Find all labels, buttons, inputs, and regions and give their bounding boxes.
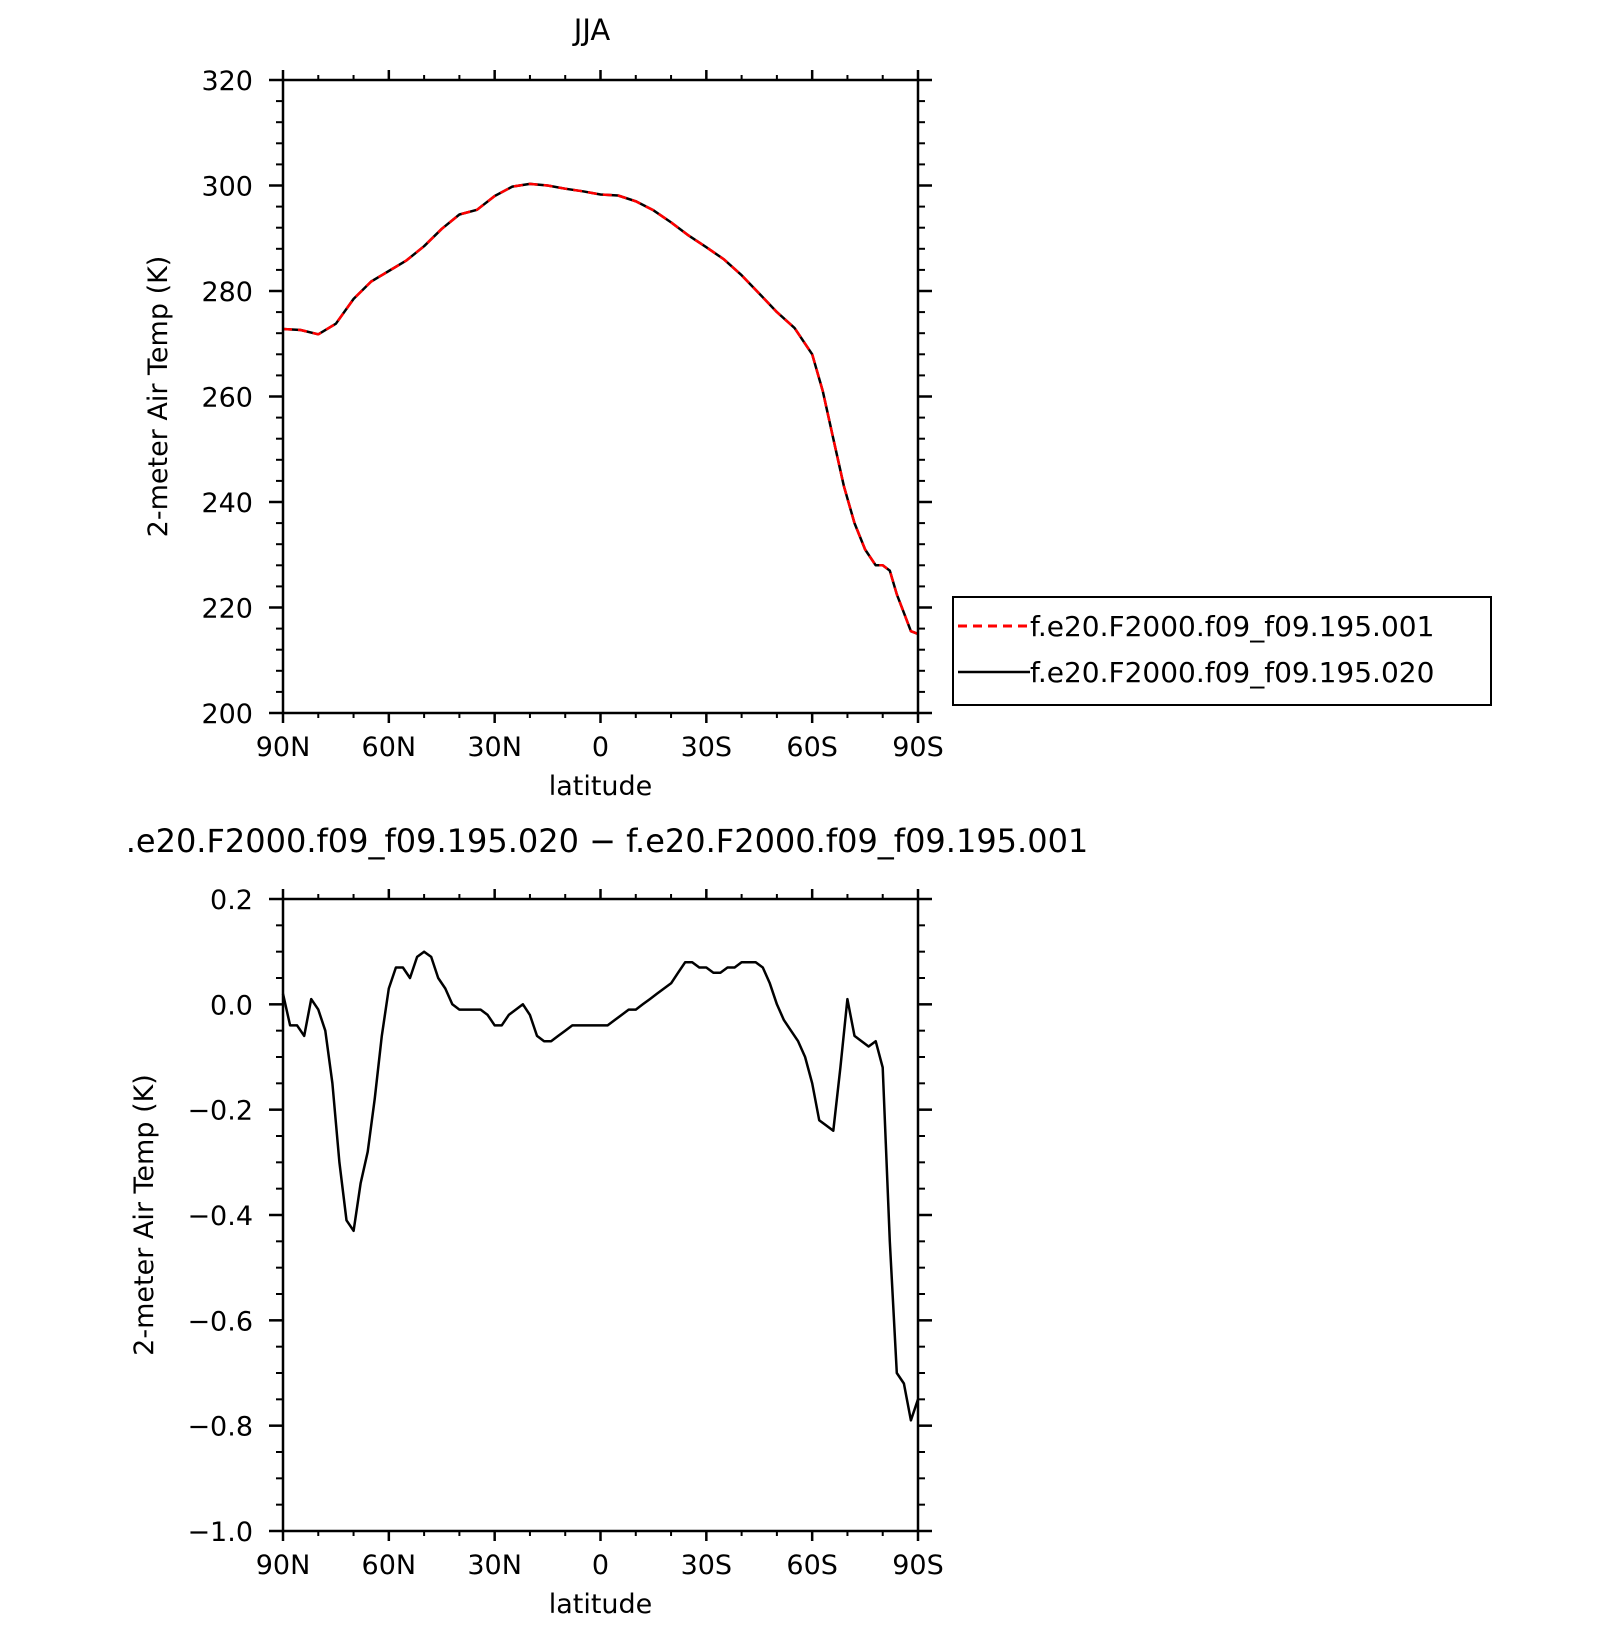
- plot-frame: [281, 897, 920, 1533]
- y-tick-label: 320: [201, 66, 253, 97]
- x-tick-label: 90S: [892, 732, 944, 763]
- series-lines-top: [282, 182, 919, 636]
- y-tick-label: 260: [201, 383, 253, 414]
- y-tick-label: −1.0: [187, 1517, 253, 1548]
- legend-label-001: f.e20.F2000.f09_f09.195.001: [1030, 610, 1434, 643]
- x-tick-label: 90N: [256, 732, 311, 763]
- series-line-0-1: [282, 182, 919, 636]
- x-axis-label-bottom: latitude: [549, 1589, 653, 1620]
- x-tick-label: 60N: [362, 1550, 417, 1581]
- y-tick-label: 300: [201, 172, 253, 203]
- axes-top: [269, 70, 932, 723]
- y-axis-label-top: 2-meter Air Temp (K): [143, 256, 174, 538]
- y-tick-label: 280: [201, 277, 253, 308]
- chart-top: JJA 2-meter Air Temp (K) latitude 90N 60N…: [143, 13, 944, 802]
- series-line-0-0: [282, 182, 919, 636]
- x-axis-label-top: latitude: [549, 771, 653, 802]
- chart-title-bottom: .e20.F2000.f09_f09.195.020 − f.e20.F2000…: [126, 822, 1089, 860]
- chart-bottom: .e20.F2000.f09_f09.195.020 − f.e20.F2000…: [126, 822, 1089, 1620]
- y-tick-label: 0.2: [210, 885, 253, 916]
- y-tick-label: 200: [201, 699, 253, 730]
- y-tick-label: −0.4: [187, 1201, 253, 1232]
- x-tick-label: 60S: [786, 1550, 838, 1581]
- y-tick-label: 0.0: [210, 990, 253, 1021]
- axes-bottom: [269, 889, 932, 1541]
- y-tick-label: 240: [201, 488, 253, 519]
- y-tick-label: 220: [201, 594, 253, 625]
- x-tick-label: 60S: [786, 732, 838, 763]
- x-tick-label: 30S: [681, 1550, 733, 1581]
- x-tick-label: 90S: [892, 1550, 944, 1581]
- chart-title-top: JJA: [572, 13, 611, 47]
- y-tick-label: −0.2: [187, 1096, 253, 1127]
- y-tick-label: −0.6: [187, 1306, 253, 1337]
- x-tick-label: 30N: [467, 1550, 522, 1581]
- x-tick-label: 60N: [362, 732, 417, 763]
- x-tick-label: 30N: [467, 732, 522, 763]
- x-tick-label: 90N: [256, 1550, 311, 1581]
- x-tick-label: 0: [592, 1550, 609, 1581]
- series-line-1-0: [281, 950, 920, 1422]
- y-tick-label: −0.8: [187, 1412, 253, 1443]
- legend: f.e20.F2000.f09_f09.195.001 f.e20.F2000.…: [952, 596, 1492, 706]
- y-axis-label-bottom: 2-meter Air Temp (K): [129, 1074, 160, 1356]
- legend-box: [952, 596, 1492, 706]
- x-tick-label: 0: [592, 732, 609, 763]
- legend-label-020: f.e20.F2000.f09_f09.195.020: [1030, 656, 1434, 689]
- series-lines-bottom: [281, 950, 920, 1422]
- x-tick-label: 30S: [681, 732, 733, 763]
